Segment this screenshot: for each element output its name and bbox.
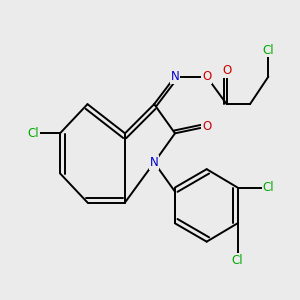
Text: Cl: Cl [28,127,39,140]
Text: O: O [202,70,211,83]
Text: Cl: Cl [232,254,243,266]
Text: N: N [171,70,179,83]
Text: N: N [150,156,158,169]
Text: O: O [202,120,211,133]
Text: Cl: Cl [262,44,274,56]
Text: O: O [222,64,231,77]
Text: Cl: Cl [262,181,274,194]
